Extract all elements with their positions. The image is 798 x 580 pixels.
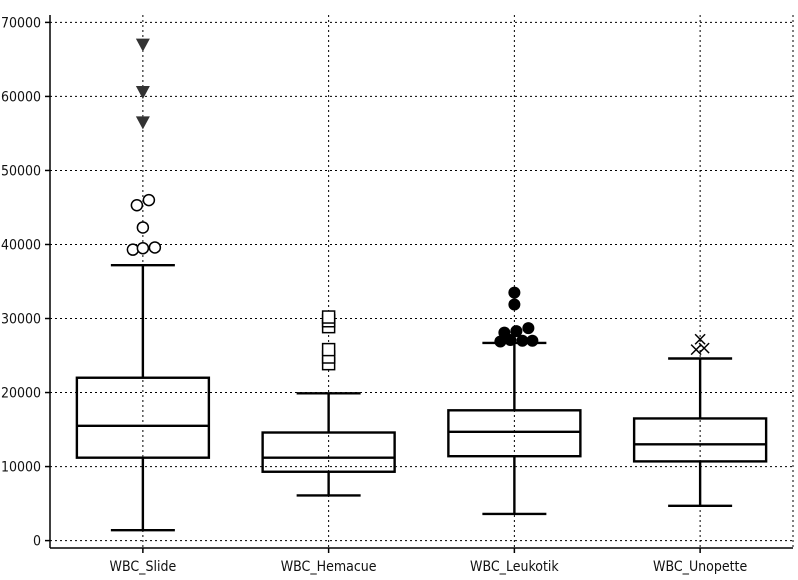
box-WBC_Hemacue	[261, 310, 396, 497]
outlier-open-circle	[130, 199, 144, 212]
y-tick-label: 70000	[1, 15, 41, 31]
outlier-filled-circle	[510, 325, 523, 338]
outlier-open-circle	[136, 221, 150, 234]
outlier-x-cross	[698, 342, 710, 354]
y-tick-label: 50000	[1, 163, 41, 179]
outlier-x-cross	[694, 333, 706, 345]
y-tick-label: 0	[33, 534, 41, 550]
outlier-filled-circle	[508, 286, 521, 299]
iqr-box	[632, 417, 768, 463]
y-tick-label: 60000	[1, 89, 41, 105]
box-WBC_Leukotik	[447, 286, 582, 516]
y-tick-label: 10000	[1, 460, 41, 476]
x-category-label: WBC_Hemacue	[281, 559, 377, 575]
outlier-filled-circle	[498, 326, 511, 339]
outlier-filled-circle	[526, 334, 539, 347]
y-tick-label: 40000	[1, 237, 41, 253]
outlier-filled-circle	[508, 298, 521, 311]
x-category-label: WBC_Unopette	[653, 559, 747, 575]
axis-layer	[45, 15, 793, 553]
outlier-open-circle	[136, 241, 150, 255]
outlier-open-square	[321, 310, 336, 324]
iqr-box	[75, 376, 211, 459]
outlier-filled-circle	[516, 334, 529, 347]
outlier-filled-circle	[522, 322, 535, 335]
outlier-open-square	[321, 342, 336, 357]
outlier-open-circle	[126, 243, 140, 256]
label-layer: 0 10000 20000 30000 40000 50000 60000 70000 WBC_…	[1, 15, 748, 575]
iqr-box	[261, 431, 396, 473]
box-layer	[75, 38, 768, 532]
x-category-label: WBC_Slide	[110, 559, 177, 575]
outlier-filled-triangle	[135, 85, 150, 99]
outlier-filled-triangle	[135, 116, 150, 130]
grid-layer	[50, 15, 794, 548]
y-tick-label: 30000	[1, 312, 41, 328]
outlier-open-circle	[148, 241, 162, 254]
y-tick-label: 20000	[1, 386, 41, 402]
outlier-open-circle	[142, 193, 156, 207]
outlier-filled-triangle	[135, 38, 150, 52]
iqr-box	[447, 409, 582, 458]
x-category-label: WBC_Leukotik	[470, 559, 559, 575]
box-WBC_Unopette	[632, 333, 768, 508]
box-WBC_Slide	[75, 38, 211, 532]
